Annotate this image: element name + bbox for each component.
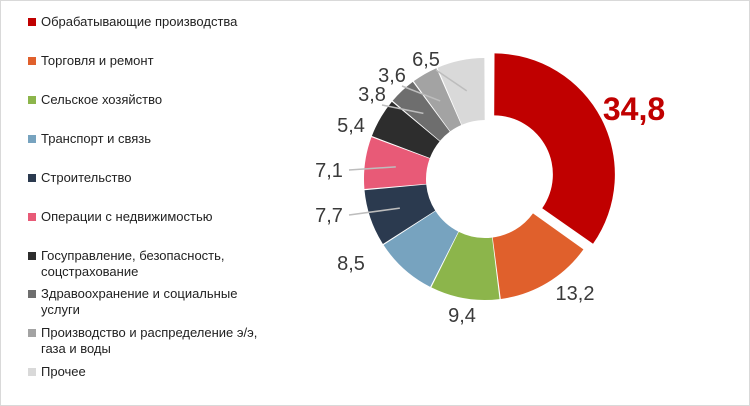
- donut-slice: [364, 137, 430, 189]
- donut-slice: [437, 58, 485, 125]
- legend-label: Торговля и ремонт: [41, 53, 154, 68]
- donut-slice: [383, 211, 459, 287]
- legend-swatch: [28, 57, 36, 65]
- legend-swatch: [28, 290, 36, 298]
- donut-slice: [371, 101, 440, 159]
- data-label: 34,8: [603, 91, 665, 127]
- legend-swatch: [28, 135, 36, 143]
- legend-label: Производство и распределение э/э, газа и…: [41, 325, 258, 356]
- legend-label: Строительство: [41, 170, 132, 185]
- legend-label: Транспорт и связь: [41, 131, 152, 146]
- legend-item: Сельское хозяйство: [28, 92, 268, 108]
- donut-slice: [392, 81, 450, 141]
- legend-item: Торговля и ремонт: [28, 53, 268, 69]
- legend-item: Транспорт и связь: [28, 131, 268, 147]
- legend-item: Здравоохранение и социальные услуги: [28, 286, 268, 318]
- legend-item: Прочее: [28, 364, 268, 380]
- data-label: 7,7: [315, 205, 343, 227]
- legend-swatch: [28, 329, 36, 337]
- legend-swatch: [28, 368, 36, 376]
- data-label: 8,5: [337, 253, 365, 275]
- data-label: 6,5: [412, 49, 440, 71]
- data-label: 3,6: [378, 65, 406, 87]
- label-leader-line: [401, 85, 441, 102]
- legend-item: Строительство: [28, 170, 268, 186]
- label-leader-line: [348, 207, 400, 216]
- data-label: 5,4: [337, 115, 365, 137]
- legend-label: Обрабатывающие производства: [41, 14, 238, 29]
- legend-label: Здравоохранение и социальные услуги: [41, 286, 238, 317]
- legend-item: Госуправление, безопасность, соцстрахова…: [28, 248, 268, 280]
- legend-label: Операции с недвижимостью: [41, 209, 213, 224]
- legend-label: Госуправление, безопасность, соцстрахова…: [41, 248, 225, 279]
- legend-swatch: [28, 18, 36, 26]
- label-leader-line: [435, 69, 468, 92]
- legend-swatch: [28, 96, 36, 104]
- legend-swatch: [28, 252, 36, 260]
- label-leader-line: [348, 166, 396, 171]
- legend-swatch: [28, 213, 36, 221]
- donut-slice: [494, 53, 615, 244]
- label-leader-line: [381, 104, 424, 115]
- legend-item: Операции с недвижимостью: [28, 209, 268, 225]
- legend-item: Производство и распределение э/э, газа и…: [28, 325, 268, 357]
- donut-slice: [364, 184, 436, 244]
- data-label: 3,8: [358, 84, 386, 106]
- legend-swatch: [28, 174, 36, 182]
- legend-item: Обрабатывающие производства: [28, 14, 268, 30]
- data-label: 7,1: [315, 160, 343, 182]
- data-label: 13,2: [556, 283, 595, 305]
- legend-label: Сельское хозяйство: [41, 92, 163, 107]
- donut-slice: [431, 231, 500, 300]
- donut-slice: [492, 213, 584, 299]
- legend-label: Прочее: [41, 364, 86, 379]
- data-label: 9,4: [448, 305, 476, 327]
